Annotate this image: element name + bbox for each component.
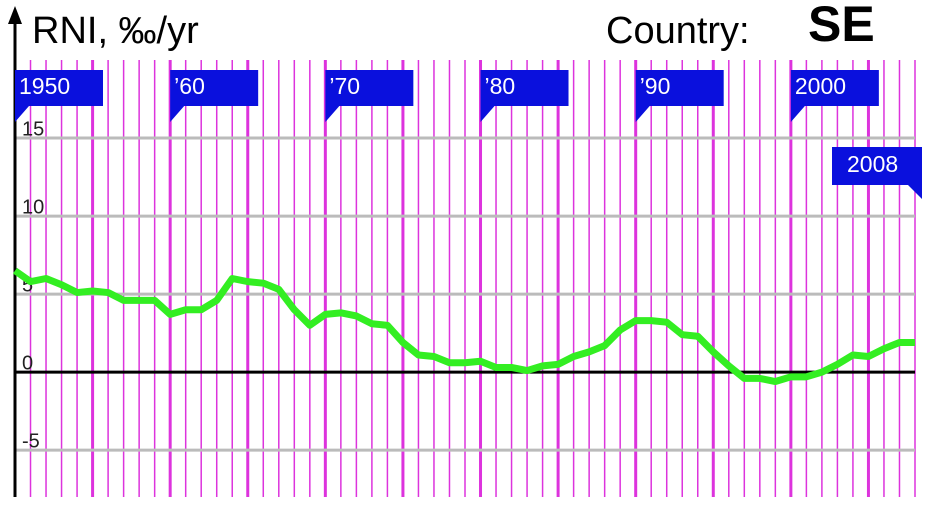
country-label: Country: [606,10,750,52]
data-line [12,267,915,386]
y-tick-label: 0 [22,352,33,374]
x-tick-flag [325,70,414,122]
x-tick-label: ’70 [329,73,360,99]
x-tick-label: ’60 [174,73,205,99]
y-tick-label: -5 [22,430,40,452]
x-tick-flag [170,70,259,122]
x-tick-flag [832,147,922,199]
y-tick-label: 5 [22,274,33,296]
x-tick-flag [635,70,724,122]
x-tick-label: ’80 [485,73,516,99]
x-tick-label: 2000 [795,73,846,99]
x-tick-flag [15,70,103,122]
x-tick-label: ’90 [640,73,671,99]
x-tick-flag [790,70,879,122]
y-tick-label: 15 [22,118,44,140]
x-tick-label: 1950 [19,73,70,99]
country-code: SE [808,0,875,52]
y-tick-label: 10 [22,196,44,218]
x-tick-label: 2008 [847,151,898,177]
x-tick-flag [480,70,569,122]
chart-title: RNI, ‰/yr [32,10,199,52]
y-axis-arrow [8,6,22,24]
